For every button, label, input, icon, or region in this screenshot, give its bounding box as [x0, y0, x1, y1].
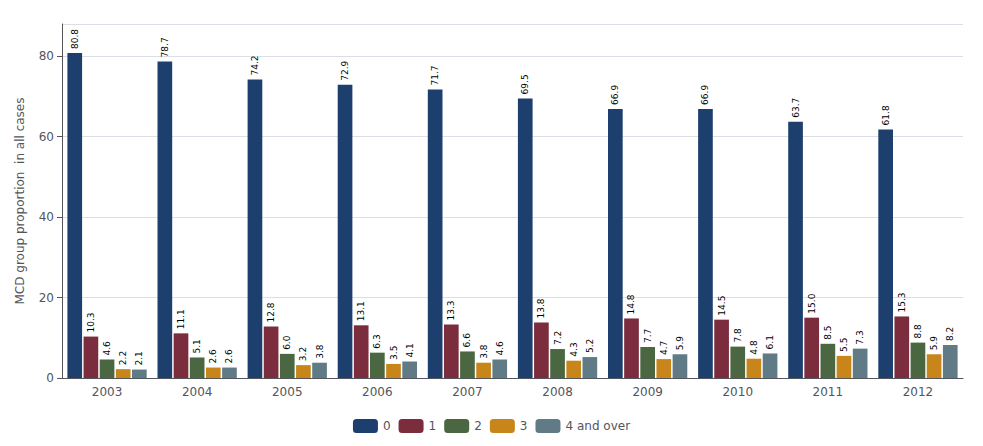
svg-text:6.0: 6.0 — [282, 335, 292, 350]
svg-text:6.1: 6.1 — [765, 335, 775, 349]
svg-text:2: 2 — [474, 419, 482, 433]
svg-text:80.8: 80.8 — [70, 29, 80, 49]
svg-text:71.7: 71.7 — [430, 66, 440, 86]
svg-text:66.9: 66.9 — [700, 85, 710, 105]
svg-text:74.2: 74.2 — [250, 55, 260, 75]
svg-text:7.2: 7.2 — [553, 331, 563, 345]
svg-text:72.9: 72.9 — [340, 60, 350, 80]
svg-text:7.7: 7.7 — [643, 329, 653, 343]
svg-text:1: 1 — [429, 419, 437, 433]
svg-text:15.3: 15.3 — [897, 292, 907, 312]
svg-text:14.8: 14.8 — [626, 294, 636, 314]
svg-text:2012: 2012 — [903, 385, 934, 399]
svg-text:3.2: 3.2 — [298, 347, 308, 361]
svg-text:14.5: 14.5 — [717, 296, 727, 316]
svg-text:8.8: 8.8 — [913, 324, 923, 339]
svg-text:66.9: 66.9 — [610, 85, 620, 105]
svg-text:0: 0 — [383, 419, 391, 433]
svg-text:5.2: 5.2 — [585, 339, 595, 353]
svg-text:2.6: 2.6 — [208, 349, 218, 364]
svg-text:4.6: 4.6 — [495, 341, 505, 356]
svg-text:8.2: 8.2 — [945, 327, 955, 341]
svg-text:4.1: 4.1 — [405, 343, 415, 357]
svg-text:69.5: 69.5 — [520, 74, 530, 94]
svg-text:2.6: 2.6 — [224, 349, 234, 364]
svg-text:2007: 2007 — [452, 385, 483, 399]
svg-text:5.9: 5.9 — [929, 336, 939, 351]
svg-text:7.3: 7.3 — [855, 330, 865, 344]
svg-text:2008: 2008 — [542, 385, 573, 399]
svg-text:4.7: 4.7 — [659, 341, 669, 355]
svg-text:80: 80 — [39, 49, 54, 63]
svg-text:2.2: 2.2 — [118, 351, 128, 365]
svg-text:6.3: 6.3 — [372, 334, 382, 348]
svg-text:5.5: 5.5 — [839, 338, 849, 352]
svg-text:4.3: 4.3 — [569, 342, 579, 356]
svg-text:3.5: 3.5 — [389, 346, 399, 360]
svg-text:2011: 2011 — [813, 385, 844, 399]
svg-text:2010: 2010 — [722, 385, 753, 399]
svg-text:78.7: 78.7 — [160, 37, 170, 57]
svg-text:2003: 2003 — [92, 385, 123, 399]
svg-text:12.8: 12.8 — [266, 302, 276, 322]
svg-text:4 and over: 4 and over — [565, 419, 630, 433]
svg-text:7.8: 7.8 — [733, 328, 743, 343]
svg-text:2.1: 2.1 — [134, 351, 144, 365]
svg-text:20: 20 — [39, 291, 54, 305]
svg-text:13.1: 13.1 — [356, 301, 366, 321]
svg-text:2009: 2009 — [632, 385, 663, 399]
svg-text:0: 0 — [46, 371, 54, 385]
svg-text:10.3: 10.3 — [86, 313, 96, 333]
svg-text:3.8: 3.8 — [315, 344, 325, 359]
svg-text:MCD group proportion in all c: MCD group proportion in all cases — [13, 97, 27, 304]
svg-text:2006: 2006 — [362, 385, 393, 399]
svg-text:2004: 2004 — [182, 385, 213, 399]
svg-text:15.0: 15.0 — [807, 293, 817, 313]
svg-text:6.6: 6.6 — [462, 333, 472, 348]
svg-text:8.5: 8.5 — [823, 325, 833, 339]
svg-text:40: 40 — [39, 210, 54, 224]
svg-text:61.8: 61.8 — [881, 105, 891, 125]
svg-text:13.8: 13.8 — [536, 298, 546, 318]
svg-text:4.6: 4.6 — [102, 341, 112, 356]
svg-text:5.1: 5.1 — [192, 339, 202, 353]
svg-text:5.9: 5.9 — [675, 336, 685, 351]
svg-text:3.8: 3.8 — [479, 344, 489, 359]
svg-text:13.3: 13.3 — [446, 300, 456, 320]
svg-text:4.8: 4.8 — [749, 340, 759, 355]
svg-text:11.1: 11.1 — [176, 309, 186, 329]
svg-text:60: 60 — [39, 130, 54, 144]
svg-text:63.7: 63.7 — [791, 98, 801, 118]
svg-text:2005: 2005 — [272, 385, 303, 399]
svg-text:3: 3 — [520, 419, 528, 433]
